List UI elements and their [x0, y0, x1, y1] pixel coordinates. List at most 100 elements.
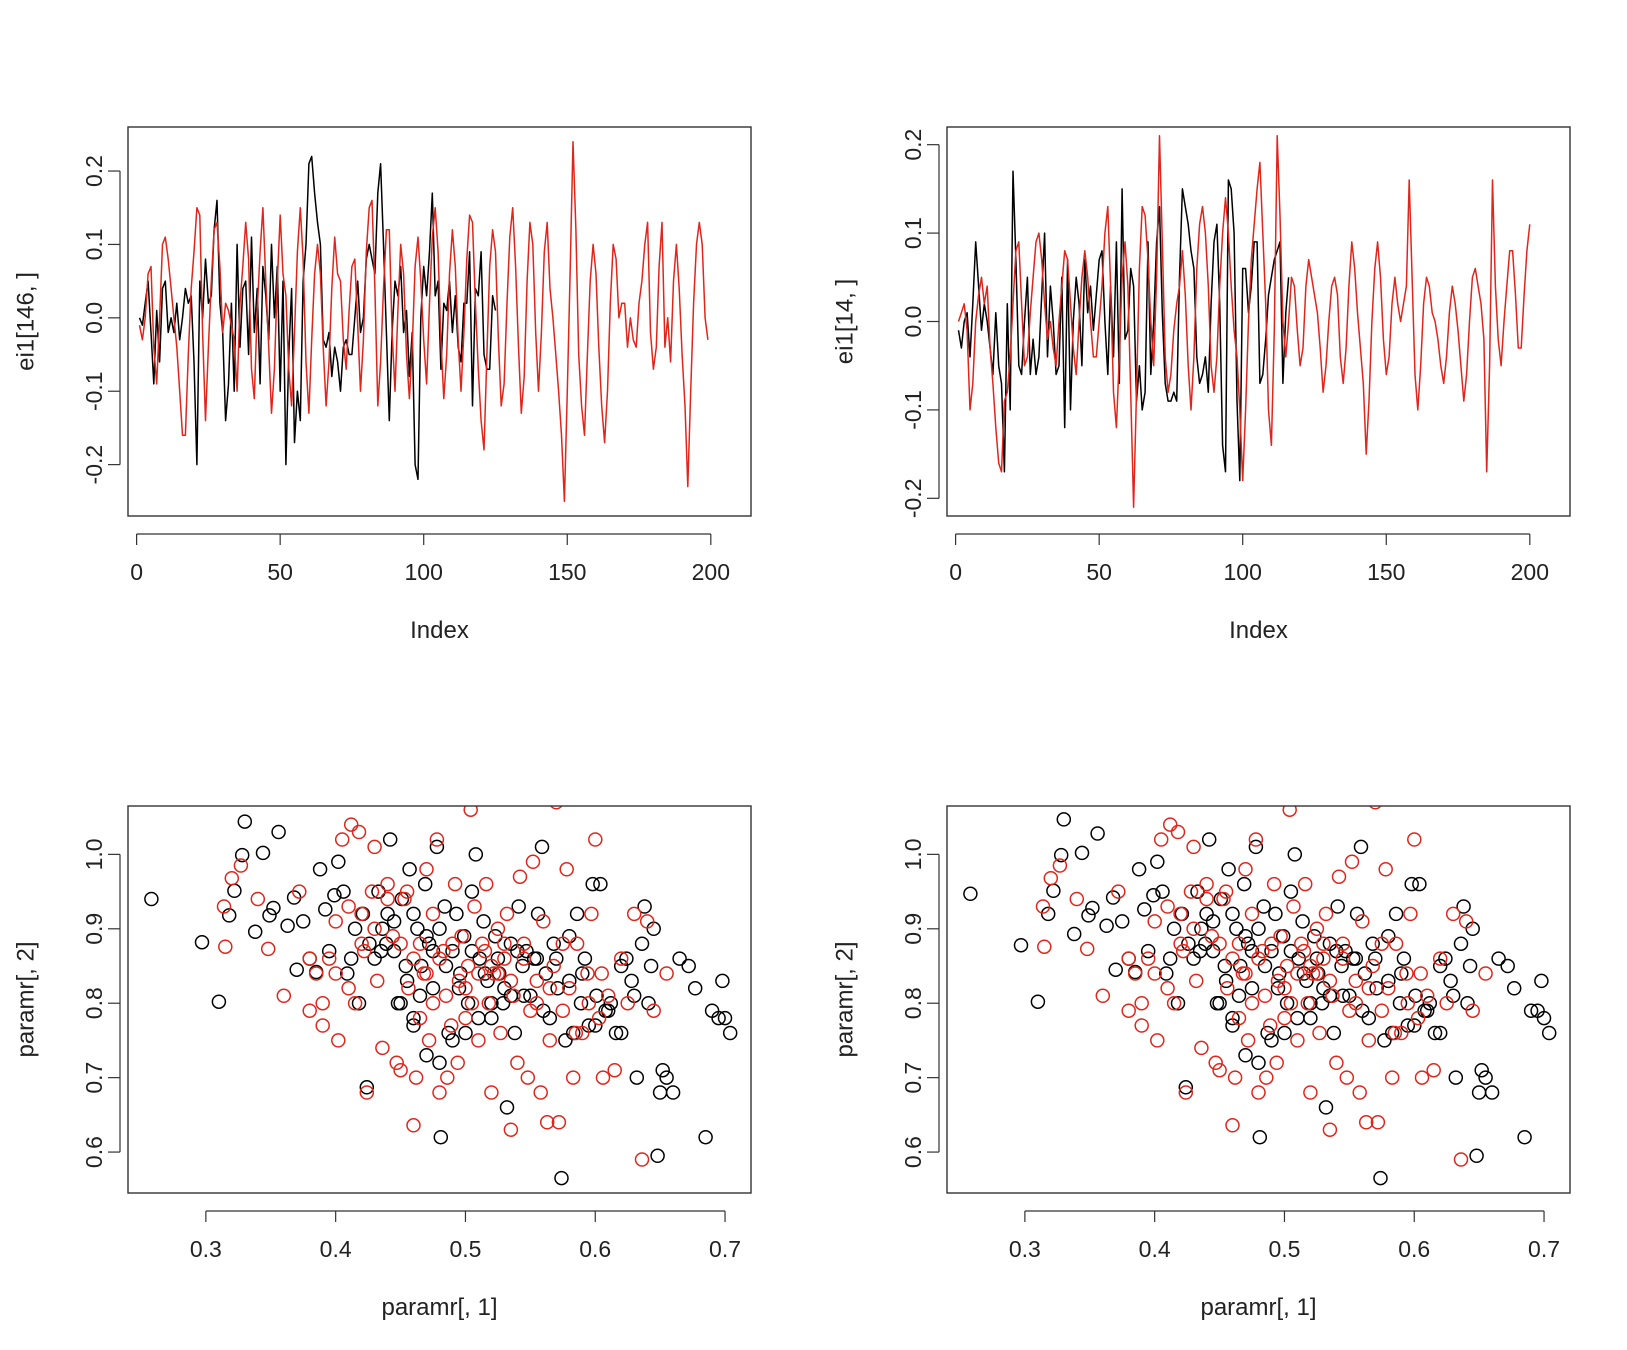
data-point — [1201, 832, 1217, 847]
data-point — [292, 884, 307, 899]
data-point — [594, 966, 609, 981]
data-point — [1212, 936, 1227, 951]
data-point — [216, 899, 232, 914]
data-point — [1322, 973, 1338, 989]
x-tick-label: 200 — [692, 559, 730, 585]
data-point — [539, 1115, 555, 1130]
data-point — [511, 899, 526, 914]
data-point — [399, 884, 415, 899]
data-point — [1270, 981, 1286, 996]
data-point — [1410, 1010, 1426, 1026]
data-point — [510, 1055, 525, 1071]
data-point — [1478, 1070, 1493, 1085]
plot-frame — [946, 805, 1571, 1194]
data-point — [558, 1033, 573, 1048]
plot-area — [963, 806, 1557, 1186]
data-point — [1399, 966, 1414, 981]
x-axis: 0 50 100 150 200 — [130, 533, 730, 585]
data-point — [234, 847, 250, 863]
data-point — [318, 902, 333, 917]
data-point — [354, 906, 369, 922]
data-point — [1218, 973, 1234, 989]
data-point — [1244, 981, 1260, 996]
data-point — [546, 936, 561, 951]
data-point — [1394, 966, 1409, 981]
data-point — [717, 1010, 733, 1026]
data-point — [555, 1003, 571, 1018]
data-point — [393, 1062, 408, 1078]
data-point — [1426, 1062, 1441, 1078]
data-point — [1358, 1115, 1374, 1130]
data-point — [1244, 995, 1260, 1011]
data-point — [331, 1033, 346, 1048]
data-point — [1040, 906, 1056, 922]
data-point — [1291, 951, 1306, 966]
data-point — [1216, 891, 1231, 907]
data-point — [406, 951, 421, 966]
x-axis: 0 50 100 150 200 — [949, 533, 1549, 585]
data-point — [722, 1025, 738, 1041]
data-point — [1295, 914, 1310, 929]
x-axis-label: Index — [410, 617, 469, 644]
series-points-black — [963, 812, 1557, 1186]
data-point — [1035, 899, 1051, 914]
data-point — [1381, 973, 1396, 989]
data-point — [481, 995, 497, 1011]
data-point — [538, 966, 554, 981]
data-point — [1199, 891, 1214, 907]
data-point — [659, 1070, 674, 1085]
data-point — [497, 951, 512, 966]
data-point — [1166, 921, 1182, 937]
data-point — [1155, 884, 1170, 899]
data-point — [1181, 936, 1196, 951]
data-point — [367, 921, 382, 937]
data-point — [1316, 951, 1331, 966]
data-point — [425, 995, 441, 1011]
y-axis-label: paramr[, 2] — [832, 941, 859, 1057]
data-point — [1316, 936, 1331, 951]
data-point — [1309, 921, 1325, 937]
data-point — [1445, 906, 1461, 922]
data-point — [1229, 921, 1244, 937]
y-tick-label: 0.0 — [900, 306, 926, 338]
data-point — [1286, 899, 1301, 914]
data-point — [536, 914, 551, 929]
y-tick-label: 0.2 — [81, 155, 107, 187]
data-point — [1272, 966, 1287, 981]
data-point — [1453, 1152, 1469, 1167]
data-point — [402, 862, 417, 877]
y-tick-label: 0.1 — [900, 217, 926, 249]
data-point — [432, 921, 447, 937]
data-point — [1309, 966, 1325, 981]
data-point — [1227, 1070, 1243, 1085]
data-point — [1413, 966, 1428, 981]
data-point — [698, 1129, 713, 1145]
data-point — [1127, 966, 1143, 981]
data-point — [1248, 839, 1264, 855]
data-point — [1090, 826, 1105, 841]
x-tick-label: 0 — [949, 559, 962, 585]
data-point — [530, 906, 546, 922]
data-point — [359, 1085, 375, 1100]
data-point — [1183, 884, 1199, 899]
data-point — [1150, 854, 1165, 870]
data-point — [1300, 995, 1316, 1011]
data-point — [1432, 951, 1448, 966]
y-axis: -0.2 -0.1 0.0 0.1 0.2 — [81, 155, 121, 484]
data-point — [1178, 1085, 1194, 1100]
data-point — [613, 951, 629, 966]
data-point — [1134, 995, 1149, 1011]
data-point — [963, 886, 978, 902]
x-tick-label: 0.4 — [320, 1236, 352, 1262]
data-point — [341, 899, 356, 914]
data-point — [436, 943, 451, 959]
data-point — [1273, 928, 1288, 944]
data-point — [1238, 966, 1253, 981]
y-tick-label: -0.1 — [81, 371, 107, 411]
data-point — [484, 1085, 499, 1100]
data-point — [1419, 988, 1435, 1004]
data-point — [1030, 994, 1046, 1009]
plot-frame — [127, 126, 752, 517]
data-point — [289, 962, 304, 977]
